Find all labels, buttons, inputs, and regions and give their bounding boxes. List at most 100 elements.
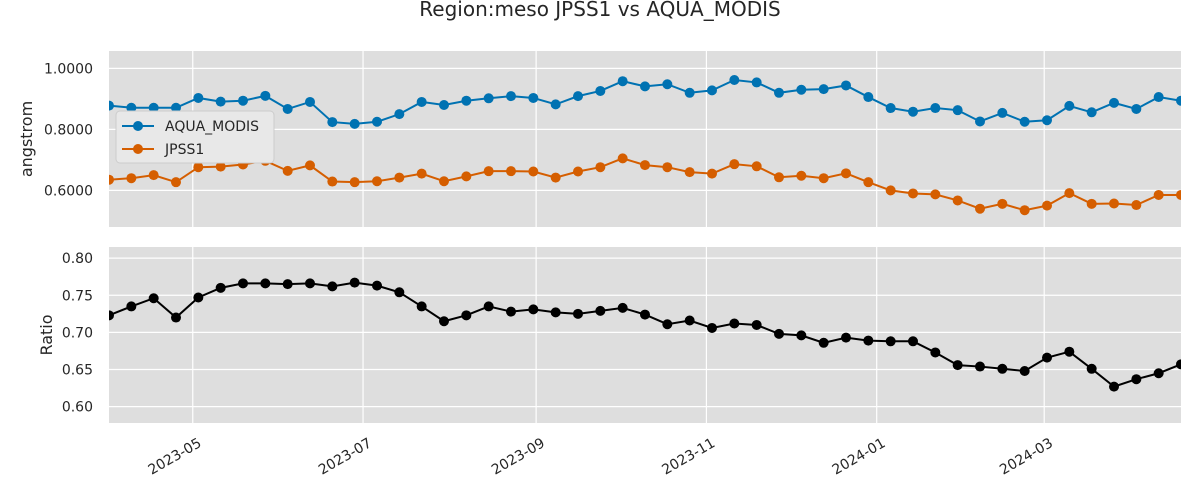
top-panel-series	[109, 74, 1181, 216]
data-point-ratio	[885, 336, 896, 347]
data-point-jpss1	[997, 198, 1008, 209]
data-point-jpss1	[841, 168, 851, 179]
data-point-jpss1	[416, 168, 427, 179]
data-point-jpss1	[1153, 189, 1164, 200]
data-point-jpss1	[282, 165, 293, 176]
data-point-ratio	[975, 361, 985, 372]
data-point-aqua-modis	[148, 102, 159, 113]
data-point-aqua-modis	[1064, 100, 1075, 111]
y-tick-label: 0.60	[62, 400, 93, 416]
data-point-jpss1	[640, 160, 650, 171]
data-point-jpss1	[751, 161, 762, 172]
data-point-aqua-modis	[841, 80, 851, 91]
data-point-jpss1	[506, 166, 516, 177]
data-point-ratio	[774, 328, 784, 339]
data-point-aqua-modis	[662, 79, 673, 90]
data-point-jpss1	[707, 168, 717, 179]
data-point-ratio	[126, 301, 137, 312]
data-point-aqua-modis	[550, 99, 561, 110]
data-point-ratio	[1131, 374, 1142, 385]
data-point-ratio	[439, 316, 449, 327]
data-point-aqua-modis	[595, 85, 606, 96]
data-point-jpss1	[394, 172, 405, 183]
data-point-ratio	[171, 312, 181, 323]
data-point-aqua-modis	[109, 100, 114, 111]
x-tick-labels: 2023-05 2023-07 2023-09 2023-11 2024-01 2024-…	[146, 435, 1056, 478]
data-point-jpss1	[305, 160, 315, 171]
data-point-aqua-modis	[1042, 115, 1052, 126]
data-point-aqua-modis	[908, 106, 918, 117]
data-point-ratio	[327, 281, 338, 292]
data-point-ratio	[282, 279, 293, 290]
data-point-ratio	[997, 363, 1008, 374]
x-tick-label: 2023-07	[316, 435, 375, 478]
data-point-jpss1	[1086, 198, 1097, 209]
data-point-jpss1	[930, 189, 941, 200]
data-point-ratio	[908, 336, 918, 347]
data-point-ratio	[863, 335, 874, 346]
data-point-jpss1	[863, 177, 874, 188]
data-point-aqua-modis	[952, 105, 963, 116]
data-point-aqua-modis	[528, 92, 539, 103]
data-point-ratio	[416, 301, 427, 312]
x-tick-label: 2023-05	[146, 435, 205, 478]
data-point-aqua-modis	[707, 85, 717, 96]
data-point-aqua-modis	[617, 76, 628, 87]
data-point-aqua-modis	[349, 118, 360, 129]
top-panel-y-ticks: 0.6000 0.8000 1.0000	[44, 61, 93, 199]
data-point-aqua-modis	[796, 84, 807, 95]
data-point-jpss1	[439, 176, 449, 187]
data-point-aqua-modis	[394, 109, 405, 120]
legend-box	[115, 110, 275, 164]
data-point-jpss1	[573, 166, 583, 177]
data-point-aqua-modis	[461, 95, 472, 106]
data-point-jpss1	[684, 167, 695, 178]
data-point-ratio	[751, 319, 762, 330]
clipped-series	[109, 277, 1181, 392]
data-point-jpss1	[1176, 189, 1181, 200]
top-panel-grid	[109, 51, 1181, 227]
legend-dot-aqua-modis	[133, 121, 143, 131]
bottom-panel-background	[109, 247, 1181, 423]
bottom-panel-y-ticks: 0.60 0.65 0.70 0.75 0.80	[62, 251, 93, 416]
data-point-ratio	[573, 308, 583, 319]
y-tick-label: 0.75	[62, 288, 93, 304]
data-point-ratio	[461, 310, 472, 321]
data-point-jpss1	[774, 172, 784, 183]
x-tick-label: 2024-01	[830, 435, 889, 478]
data-point-aqua-modis	[1109, 97, 1119, 108]
data-point-jpss1	[193, 162, 204, 173]
data-point-ratio	[818, 337, 829, 348]
data-point-aqua-modis	[193, 92, 204, 103]
data-point-ratio	[1064, 346, 1075, 357]
data-point-jpss1	[349, 177, 360, 188]
data-point-jpss1	[171, 177, 181, 188]
data-point-jpss1	[975, 203, 985, 214]
data-point-aqua-modis	[729, 74, 740, 85]
data-point-aqua-modis	[215, 96, 226, 107]
data-point-jpss1	[595, 162, 606, 173]
data-point-ratio	[640, 309, 650, 320]
legend-label-jpss1: JPSS1	[164, 142, 204, 158]
data-point-aqua-modis	[774, 87, 784, 98]
data-point-jpss1	[1109, 198, 1119, 209]
data-point-ratio	[193, 292, 204, 303]
data-point-aqua-modis	[997, 107, 1008, 118]
top-panel-y-label: angstrom	[17, 101, 36, 177]
legend: AQUA_MODIS JPSS1	[115, 110, 275, 164]
data-point-jpss1	[126, 173, 137, 184]
data-point-jpss1	[617, 153, 628, 164]
data-point-aqua-modis	[126, 102, 137, 113]
data-point-aqua-modis	[238, 95, 248, 106]
data-point-aqua-modis	[282, 103, 293, 114]
data-point-ratio	[729, 318, 740, 329]
data-point-ratio	[617, 302, 628, 313]
data-point-aqua-modis	[416, 96, 427, 107]
clipped-series	[109, 74, 1181, 216]
data-point-aqua-modis	[1086, 107, 1097, 118]
data-point-jpss1	[148, 170, 159, 181]
data-point-ratio	[684, 315, 695, 326]
top-panel-background	[109, 51, 1181, 227]
